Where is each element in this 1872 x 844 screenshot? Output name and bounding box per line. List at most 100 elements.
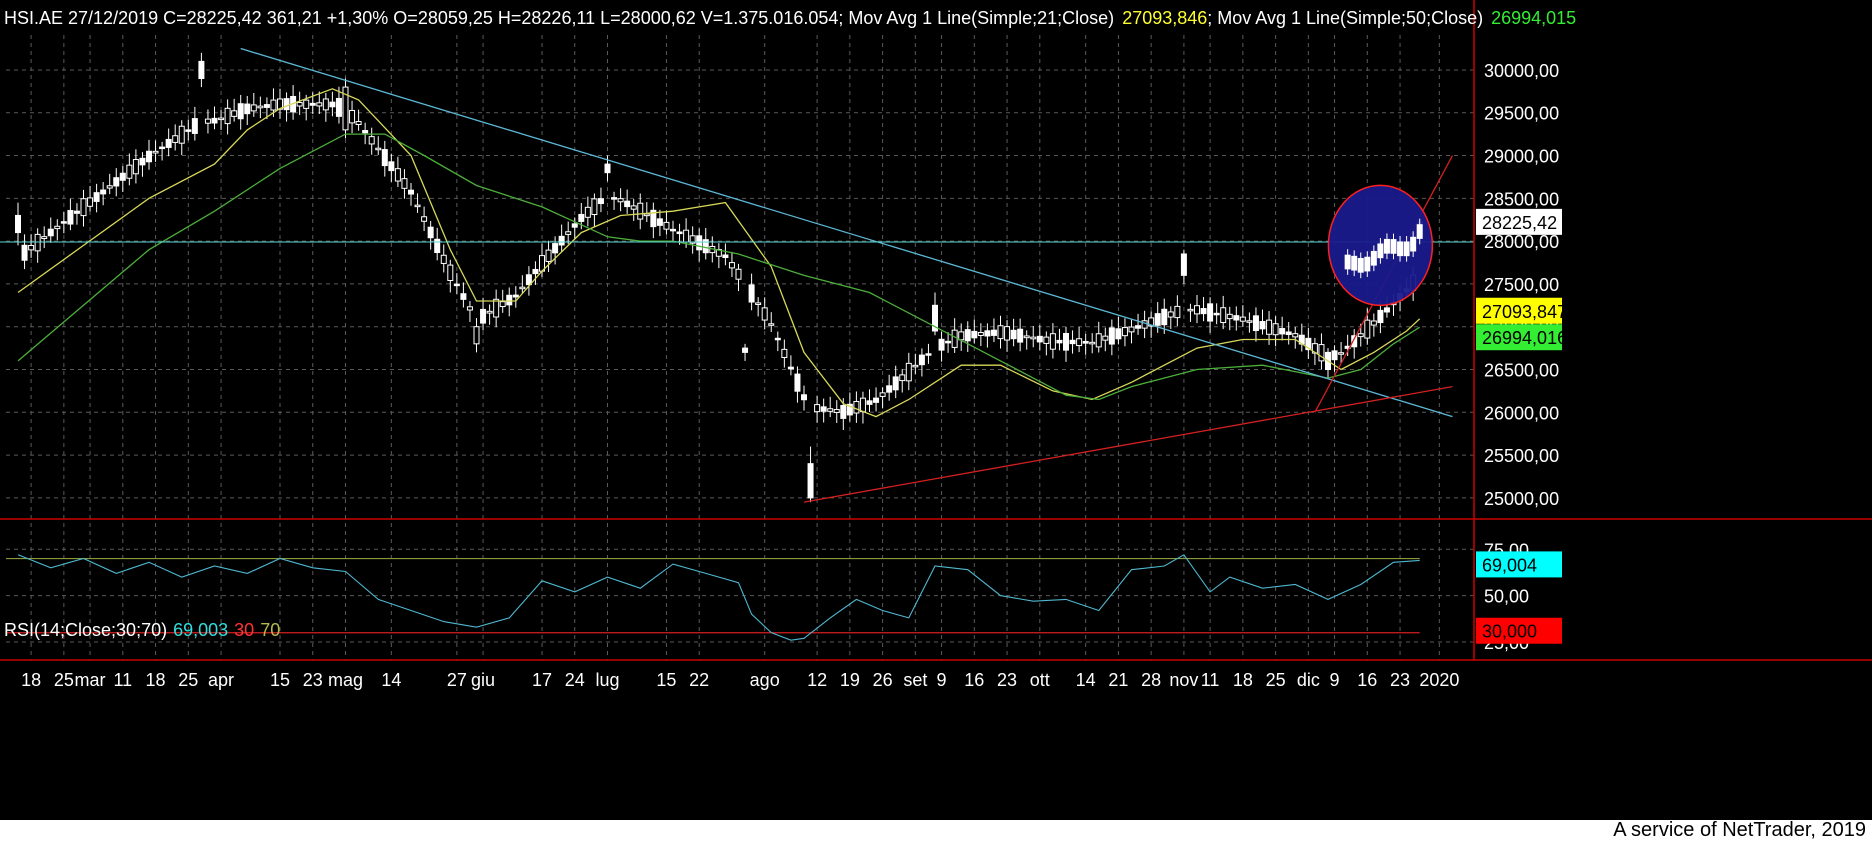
candle-body: [1331, 350, 1338, 361]
candle-body: [1063, 332, 1069, 351]
candle-body: [466, 306, 473, 311]
candle-body: [263, 104, 270, 108]
candle-body: [1272, 323, 1279, 336]
price-tick-label: 27500,00: [1484, 275, 1559, 295]
candle-body: [932, 304, 938, 332]
candle-body: [984, 330, 991, 337]
rsi-value-badge: 69,004: [1482, 555, 1537, 575]
rsi-label: RSI(14;Close;30;70): [4, 620, 167, 640]
candle-body: [1043, 336, 1050, 344]
candle-body: [447, 264, 454, 281]
header-line: HSI.AE 27/12/2019 C=28225,42 361,21 +1,3…: [4, 8, 1576, 28]
candle-body: [964, 329, 971, 342]
candle-body: [368, 136, 375, 145]
candle-body: [1207, 303, 1214, 322]
candle-body: [1069, 339, 1076, 345]
candle-body: [990, 329, 997, 336]
candle-body: [532, 268, 539, 275]
candle-body: [1357, 257, 1364, 273]
candle-body: [663, 221, 670, 230]
candle-body: [408, 189, 414, 195]
candle-body: [945, 340, 952, 344]
time-tick-label: 9: [937, 670, 947, 690]
time-tick-label: 27: [447, 670, 467, 690]
candle-body: [480, 308, 487, 324]
ma21-line: [17, 88, 1421, 418]
time-tick-label: mar: [75, 670, 106, 690]
candle-body: [185, 129, 192, 132]
candle-body: [637, 202, 644, 220]
candle-body: [342, 86, 349, 131]
candle-body: [493, 298, 500, 318]
trendline-up-long: [803, 385, 1453, 503]
candle-body: [257, 105, 264, 109]
candle-body: [224, 107, 231, 125]
time-tick-label: 23: [997, 670, 1017, 690]
candle-body: [388, 161, 395, 172]
rsi-header: RSI(14;Close;30;70) 69,003 30 70: [4, 620, 280, 640]
candle-body: [879, 392, 886, 397]
candle-body: [670, 228, 676, 232]
time-tick-label: ott: [1030, 670, 1050, 690]
candle-body: [571, 223, 578, 228]
candle-body: [578, 213, 585, 222]
ma50-badge: 26994,016: [1482, 328, 1567, 348]
candle-body: [604, 163, 611, 174]
candle-body: [997, 325, 1004, 340]
candle-body: [958, 331, 965, 341]
candle-body: [696, 235, 703, 251]
candle-body: [506, 294, 513, 306]
candle-body: [892, 376, 899, 391]
candle-body: [60, 221, 67, 224]
candle-body: [414, 204, 421, 208]
candle-body: [1364, 319, 1371, 339]
candle-body: [899, 374, 906, 382]
candle-body: [80, 198, 87, 217]
time-tick-label: 24: [565, 670, 585, 690]
time-tick-label: 18: [146, 670, 166, 690]
overlay-layer: [1327, 184, 1434, 307]
candle-body: [597, 198, 604, 205]
candle-body: [846, 403, 853, 416]
price-tick-label: 26500,00: [1484, 361, 1559, 381]
price-tick-label: 25000,00: [1484, 489, 1559, 509]
candle-body: [1410, 236, 1417, 252]
candle-body: [1108, 327, 1115, 345]
candle-body: [159, 146, 166, 150]
ma21-badge-bg: [1476, 297, 1562, 324]
candle-body: [309, 102, 316, 106]
candle-body: [191, 118, 198, 134]
time-tick-label: 14: [1076, 670, 1096, 690]
candle-body: [918, 354, 925, 366]
candle-body: [801, 394, 807, 401]
rsi-value-badge-bg: [1476, 551, 1562, 578]
candle-body: [1246, 320, 1253, 323]
candle-body: [689, 235, 696, 244]
candle-body: [132, 159, 139, 175]
candle-body: [28, 244, 35, 251]
ma21-label: ; Mov Avg 1 Line(Simple;21;Close): [838, 8, 1114, 28]
price-tick-label: 29500,00: [1484, 104, 1559, 124]
candle-body: [1004, 326, 1011, 341]
candle-body: [1370, 320, 1377, 326]
candle-body: [165, 138, 172, 148]
lines-layer: [0, 47, 1474, 641]
price-tick-label: 29000,00: [1484, 147, 1559, 167]
time-tick-label: giu: [471, 670, 495, 690]
candle-body: [1076, 338, 1083, 347]
candle-body: [1187, 308, 1194, 312]
candle-body: [683, 229, 690, 243]
candle-body: [1397, 241, 1404, 257]
candle-body: [1082, 340, 1089, 344]
candle-body: [1266, 319, 1273, 335]
time-tick-label: 25: [1266, 670, 1286, 690]
time-tick-label: 2020: [1419, 670, 1459, 690]
candle-body: [283, 98, 290, 111]
candle-body: [434, 238, 441, 254]
ma21-badge: 27093,847: [1482, 302, 1567, 322]
time-tick-label: 22: [689, 670, 709, 690]
candle-body: [486, 310, 493, 314]
candle-body: [237, 103, 244, 120]
candle-body: [204, 118, 211, 124]
